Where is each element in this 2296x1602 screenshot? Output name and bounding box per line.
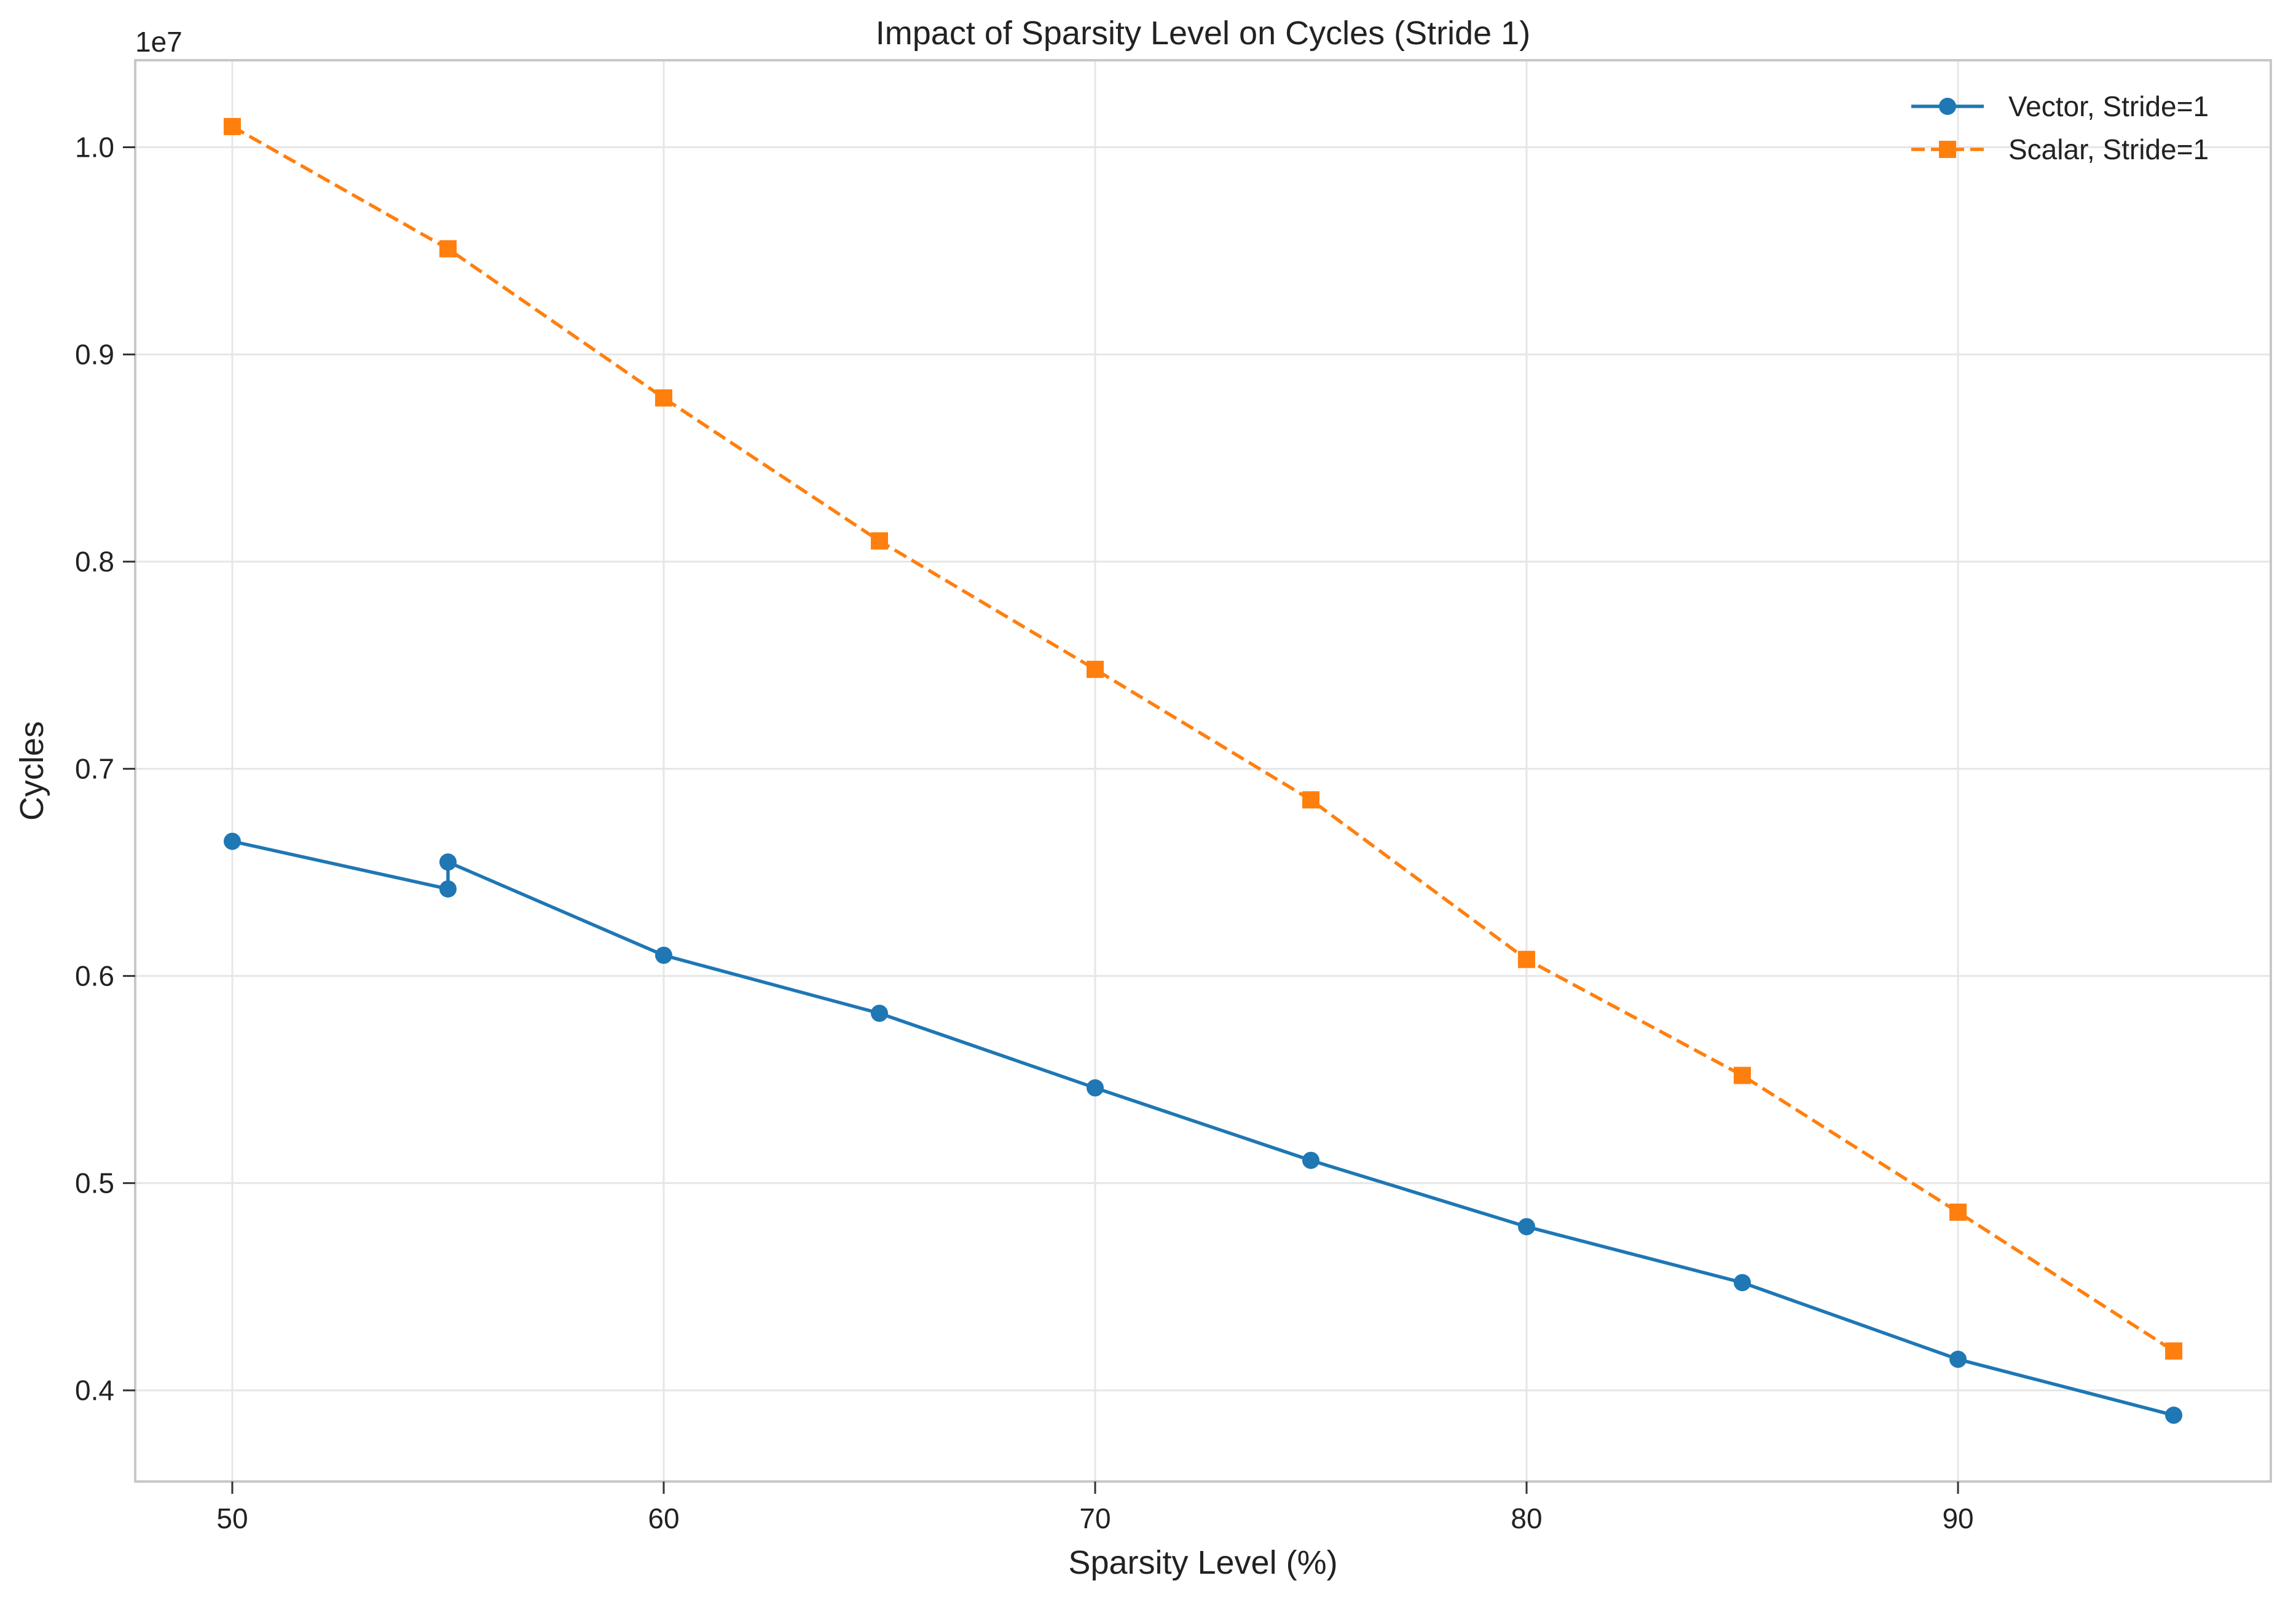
y-axis-offset-label: 1e7 [135, 26, 183, 58]
data-point-scalar [439, 240, 457, 258]
data-point-scalar [1302, 791, 1320, 809]
y-tick-label: 1.0 [75, 132, 114, 164]
data-point-vector [1518, 1218, 1536, 1236]
data-point-scalar [2165, 1342, 2183, 1360]
y-tick-label: 0.9 [75, 339, 114, 371]
legend-marker-vector [1939, 98, 1956, 115]
data-point-vector [439, 853, 457, 871]
x-tick-label: 60 [648, 1502, 679, 1534]
legend-label-vector: Vector, Stride=1 [2008, 90, 2209, 122]
data-point-vector [1302, 1151, 1320, 1169]
y-tick-label: 0.6 [75, 960, 114, 992]
x-tick-label: 90 [1942, 1502, 1973, 1534]
y-tick-label: 0.7 [75, 753, 114, 785]
data-point-vector [439, 880, 457, 898]
data-point-scalar [655, 389, 672, 407]
data-point-vector [870, 1004, 888, 1022]
y-tick-label: 0.5 [75, 1167, 114, 1199]
series-line-scalar [231, 125, 2175, 1352]
data-point-vector [1949, 1351, 1967, 1368]
data-point-vector [655, 946, 672, 964]
y-tick-label: 0.4 [75, 1375, 114, 1407]
legend-marker-scalar [1939, 141, 1956, 158]
data-point-vector [2165, 1407, 2183, 1424]
data-point-vector [223, 832, 241, 850]
data-point-scalar [223, 117, 241, 135]
x-axis-label: Sparsity Level (%) [1068, 1544, 1337, 1581]
data-point-scalar [1949, 1203, 1967, 1221]
legend: Vector, Stride=1 Scalar, Stride=1 [1911, 90, 2209, 165]
x-tick-label: 70 [1079, 1502, 1111, 1534]
data-point-vector [1734, 1274, 1751, 1292]
y-axis-label: Cycles [14, 721, 50, 821]
data-point-scalar [870, 532, 888, 550]
series-layer [223, 117, 2183, 1424]
data-point-scalar [1086, 660, 1104, 678]
data-point-scalar [1518, 950, 1536, 968]
x-tick-label: 80 [1511, 1502, 1542, 1534]
y-tick-label: 0.8 [75, 546, 114, 578]
grid [135, 60, 2271, 1482]
legend-label-scalar: Scalar, Stride=1 [2008, 133, 2209, 165]
chart-title: Impact of Sparsity Level on Cycles (Stri… [876, 15, 1530, 52]
plot-frame [134, 59, 2272, 1483]
ticks: 50 60 70 80 90 0.4 0.5 0.6 0.7 0.8 0.9 1.0 [75, 132, 1974, 1534]
data-point-vector [1086, 1079, 1104, 1097]
data-point-scalar [1734, 1067, 1751, 1084]
x-tick-label: 50 [216, 1502, 248, 1534]
